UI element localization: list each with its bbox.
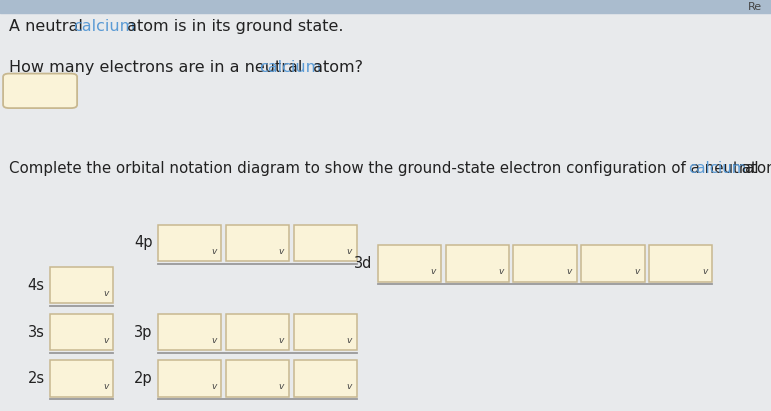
FancyBboxPatch shape bbox=[294, 360, 357, 397]
Text: calcium: calcium bbox=[259, 60, 322, 75]
FancyBboxPatch shape bbox=[50, 314, 113, 350]
FancyBboxPatch shape bbox=[294, 225, 357, 261]
Text: How many electrons are in a neutral: How many electrons are in a neutral bbox=[9, 60, 308, 75]
Text: v: v bbox=[702, 267, 707, 276]
FancyBboxPatch shape bbox=[50, 360, 113, 397]
Text: Complete the orbital notation diagram to show the ground-state electron configur: Complete the orbital notation diagram to… bbox=[9, 161, 763, 176]
Text: v: v bbox=[347, 382, 352, 391]
FancyBboxPatch shape bbox=[50, 267, 113, 303]
Text: v: v bbox=[279, 247, 284, 256]
Text: calcium: calcium bbox=[688, 161, 746, 176]
FancyBboxPatch shape bbox=[294, 314, 357, 350]
FancyBboxPatch shape bbox=[649, 245, 712, 282]
Text: 3d: 3d bbox=[354, 256, 372, 271]
Text: v: v bbox=[635, 267, 639, 276]
Text: 4s: 4s bbox=[28, 278, 45, 293]
FancyBboxPatch shape bbox=[226, 314, 289, 350]
FancyBboxPatch shape bbox=[3, 74, 77, 108]
FancyBboxPatch shape bbox=[226, 225, 289, 261]
Bar bbox=[0, 0, 771, 13]
Text: v: v bbox=[103, 289, 108, 298]
Text: 2p: 2p bbox=[134, 371, 153, 386]
Text: A neutral: A neutral bbox=[9, 19, 88, 34]
Text: v: v bbox=[103, 336, 108, 345]
FancyBboxPatch shape bbox=[226, 360, 289, 397]
Text: v: v bbox=[211, 247, 216, 256]
FancyBboxPatch shape bbox=[158, 360, 221, 397]
Text: v: v bbox=[347, 247, 352, 256]
Text: v: v bbox=[211, 382, 216, 391]
Text: v: v bbox=[347, 336, 352, 345]
Text: v: v bbox=[567, 267, 571, 276]
Text: Re: Re bbox=[748, 2, 762, 12]
Text: atom.: atom. bbox=[737, 161, 771, 176]
Text: v: v bbox=[279, 382, 284, 391]
Text: v: v bbox=[431, 267, 436, 276]
FancyBboxPatch shape bbox=[378, 245, 441, 282]
Text: v: v bbox=[499, 267, 503, 276]
Text: atom?: atom? bbox=[308, 60, 363, 75]
Text: 3s: 3s bbox=[28, 325, 45, 339]
FancyBboxPatch shape bbox=[513, 245, 577, 282]
Text: 4p: 4p bbox=[134, 236, 153, 250]
FancyBboxPatch shape bbox=[446, 245, 509, 282]
FancyBboxPatch shape bbox=[158, 314, 221, 350]
Text: calcium: calcium bbox=[73, 19, 136, 34]
FancyBboxPatch shape bbox=[158, 225, 221, 261]
Text: v: v bbox=[279, 336, 284, 345]
Text: v: v bbox=[103, 382, 108, 391]
Text: atom is in its ground state.: atom is in its ground state. bbox=[122, 19, 343, 34]
FancyBboxPatch shape bbox=[581, 245, 645, 282]
Text: 2s: 2s bbox=[28, 371, 45, 386]
Text: v: v bbox=[211, 336, 216, 345]
Text: 3p: 3p bbox=[134, 325, 153, 339]
